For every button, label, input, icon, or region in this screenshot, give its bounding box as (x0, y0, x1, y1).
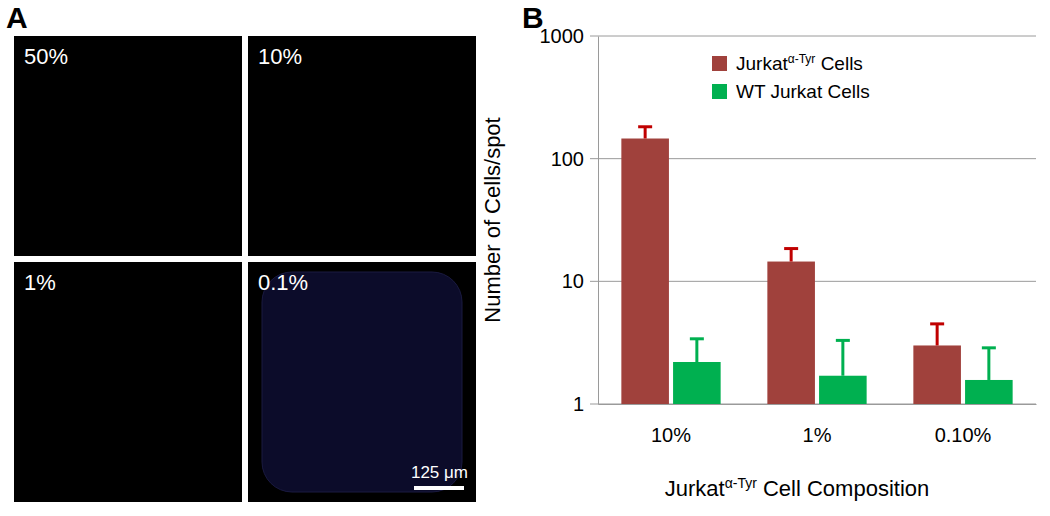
text-part: Jurkat (665, 476, 725, 501)
y-tick: 10 (562, 270, 598, 292)
error-bar (982, 348, 996, 380)
spot-outline (28, 272, 228, 492)
series (621, 127, 961, 404)
bar (621, 139, 669, 404)
y-axis-title: Number of Cells/spot (480, 117, 505, 322)
grid (590, 36, 1036, 404)
image-label: 0.1% (258, 270, 308, 295)
error-stem (790, 249, 793, 262)
image-label: 1% (24, 270, 56, 295)
legend-item: Jurkatα-Tyr Cells (712, 52, 863, 74)
legend-swatch (712, 84, 727, 99)
error-bar (930, 324, 944, 346)
micrograph: 50% (14, 36, 242, 256)
image-frame (248, 36, 476, 256)
figure: A50%10%1%0.1%125 μmB110100100010%1%0.10%… (0, 0, 1050, 516)
bar (913, 345, 961, 404)
y-tick: 1 (573, 393, 598, 415)
error-cap (690, 337, 704, 340)
error-stem (695, 339, 698, 362)
error-bar (690, 339, 704, 362)
error-cap (836, 339, 850, 342)
x-tick-label: 10% (651, 424, 691, 446)
y-tick-label: 100 (551, 148, 584, 170)
error-cap (784, 247, 798, 250)
error-bar (836, 340, 850, 375)
error-stem (841, 340, 844, 375)
micrograph: 0.1% (248, 262, 476, 502)
spot-outline (262, 46, 462, 246)
text-part: Cells (815, 53, 863, 74)
bar (767, 262, 815, 404)
legend-item: WT Jurkat Cells (712, 81, 870, 102)
x-tick: 10% (651, 404, 691, 446)
x-tick: 1% (803, 404, 832, 446)
y-axis-line (598, 37, 599, 405)
image-frame (248, 262, 476, 502)
error-stem (936, 324, 939, 346)
superscript: α-Tyr (788, 52, 816, 66)
error-bar (784, 249, 798, 262)
superscript: α-Tyr (725, 475, 758, 491)
scale-bar-label: 125 μm (411, 463, 468, 482)
error-cap (930, 322, 944, 325)
panel-letter: A (6, 1, 28, 34)
error-cap (982, 346, 996, 349)
error-stem (987, 348, 990, 380)
image-frame (14, 262, 242, 502)
legend-swatch (712, 56, 727, 71)
error-cap (638, 125, 652, 128)
grid-line (590, 36, 1036, 37)
y-axis: 1 10 100 1000 (540, 25, 599, 415)
micrograph: 10% (248, 36, 476, 256)
plot-marks (621, 127, 1012, 404)
y-tick-label: 1 (573, 393, 584, 415)
scale-bar (414, 486, 464, 490)
y-tick-label: 10 (562, 270, 584, 292)
legend-label: Jurkatα-Tyr Cells (736, 52, 863, 74)
legend-label: WT Jurkat Cells (736, 81, 870, 102)
spot-outline (262, 272, 462, 492)
bar (965, 380, 1013, 404)
x-axis-line (599, 404, 1037, 405)
x-tick-label: 1% (803, 424, 832, 446)
error-bar (638, 127, 652, 139)
image-frame (14, 36, 242, 256)
micrograph: 1% (14, 262, 242, 502)
y-tick: 1000 (540, 25, 599, 47)
image-label: 10% (258, 44, 302, 69)
x-tick-label: 0.10% (935, 424, 992, 446)
bar (673, 362, 721, 404)
text-part: Jurkat (736, 53, 788, 74)
error-stem (644, 127, 647, 139)
x-axis: 10% 1% 0.10% (599, 404, 1037, 446)
series (673, 339, 1013, 404)
spot-outline (28, 46, 228, 246)
y-tick-label: 1000 (540, 25, 585, 47)
bar (819, 376, 867, 404)
image-label: 50% (24, 44, 68, 69)
x-tick: 0.10% (935, 404, 992, 446)
text-part: Cell Composition (757, 476, 929, 501)
x-axis-title: Jurkatα-Tyr Cell Composition (665, 475, 930, 501)
legend: Jurkatα-Tyr Cells WT Jurkat Cells (712, 52, 870, 102)
y-tick: 100 (551, 148, 598, 170)
